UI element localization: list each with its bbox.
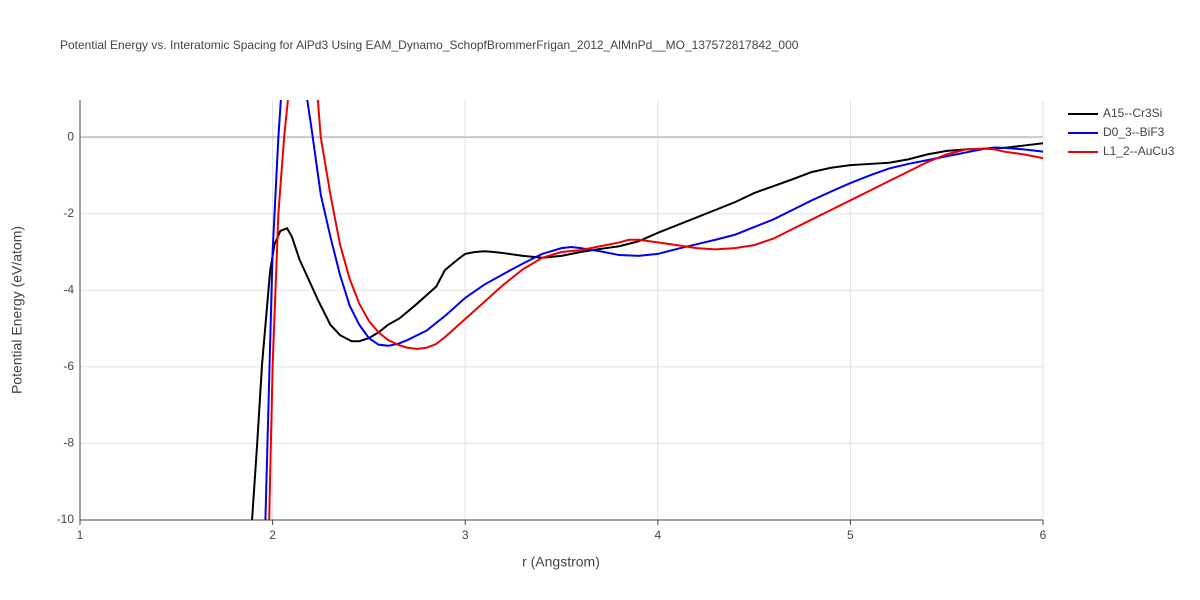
- y-tick-label: -10: [57, 512, 75, 526]
- x-axis-label: r (Angstrom): [522, 554, 600, 570]
- x-tick-label: 4: [654, 528, 661, 542]
- chart-title: Potential Energy vs. Interatomic Spacing…: [60, 38, 799, 52]
- y-axis-label: Potential Energy (eV/atom): [9, 226, 25, 394]
- legend-label: A15--Cr3Si: [1103, 106, 1162, 120]
- y-tick-label: -6: [63, 359, 74, 373]
- x-tick-label: 1: [77, 528, 84, 542]
- legend-label: D0_3--BiF3: [1103, 125, 1165, 139]
- series-line: [264, 100, 1043, 520]
- series-line: [251, 142, 1043, 520]
- y-tick-label: -2: [63, 206, 74, 220]
- legend-label: L1_2--AuCu3: [1103, 144, 1175, 158]
- x-tick-label: 3: [462, 528, 469, 542]
- plot-area: [251, 100, 1043, 520]
- series-line: [268, 100, 1043, 520]
- y-tick-label: 0: [67, 129, 74, 143]
- y-tick-label: -8: [63, 436, 74, 450]
- x-tick-label: 2: [269, 528, 276, 542]
- x-tick-label: 5: [847, 528, 854, 542]
- legend: A15--Cr3Si D0_3--BiF3 L1_2--AuCu3: [1068, 106, 1175, 158]
- grid: 1 2 3 4 5 6 -10 -8 -6 -4 -2 0: [57, 100, 1047, 542]
- y-tick-label: -4: [63, 282, 74, 296]
- x-tick-label: 6: [1040, 528, 1047, 542]
